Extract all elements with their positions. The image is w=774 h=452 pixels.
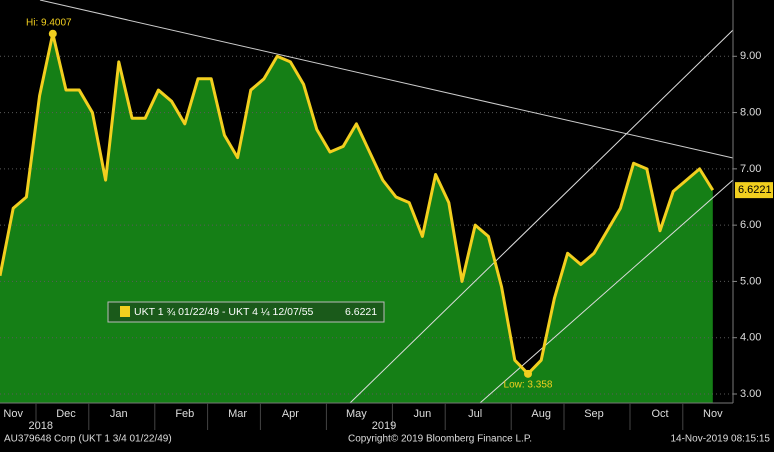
- x-year-label: 2019: [372, 420, 396, 432]
- last-value-box: [735, 182, 773, 199]
- x-tick-label: Apr: [282, 408, 299, 420]
- x-tick-label: Nov: [703, 408, 723, 420]
- footer-left: AU379648 Corp (UKT 1 3/4 01/22/49): [4, 434, 172, 445]
- x-tick-label: Dec: [56, 408, 76, 420]
- y-tick-label: 5.00: [740, 275, 761, 287]
- footer-center: Copyright© 2019 Bloomberg Finance L.P.: [348, 434, 532, 445]
- x-year-label: 2018: [29, 420, 53, 432]
- trend-line: [39, 0, 734, 159]
- last-value-label: 6.6221: [738, 184, 772, 196]
- legend-label: UKT 1 ¾ 01/22/49 - UKT 4 ¼ 12/07/55: [134, 306, 314, 318]
- y-tick-label: 7.00: [740, 163, 761, 175]
- low-marker: [524, 369, 532, 378]
- y-tick-label: 9.00: [740, 50, 761, 62]
- y-tick-label: 3.00: [740, 388, 761, 400]
- x-tick-label: Oct: [651, 408, 668, 420]
- footer-right: 14-Nov-2019 08:15:15: [670, 434, 770, 445]
- x-tick-label: Aug: [531, 408, 551, 420]
- x-tick-label: Mar: [228, 408, 247, 420]
- x-tick-label: Jan: [110, 408, 128, 420]
- legend-value: 6.6221: [345, 306, 377, 318]
- legend-box: [107, 301, 385, 323]
- x-tick-label: Jul: [468, 408, 482, 420]
- low-annotation: Low: 3.358: [504, 379, 553, 390]
- y-tick-label: 4.00: [740, 332, 761, 344]
- high-marker: [48, 29, 57, 38]
- x-tick-label: Feb: [175, 408, 194, 420]
- y-tick-label: 8.00: [740, 106, 761, 118]
- x-tick-label: May: [346, 408, 367, 420]
- high-annotation: Hi: 9.4007: [26, 17, 72, 28]
- legend-swatch: [120, 306, 130, 317]
- x-tick-label: Jun: [414, 408, 432, 420]
- trend-line: [349, 29, 734, 404]
- legend: UKT 1 ¾ 01/22/49 - UKT 4 ¼ 12/07/55 6.622…: [107, 301, 385, 323]
- series-line: [0, 32, 715, 376]
- x-tick-label: Sep: [584, 408, 604, 420]
- x-tick-label: Nov: [3, 408, 23, 420]
- y-tick-label: 6.00: [740, 219, 761, 231]
